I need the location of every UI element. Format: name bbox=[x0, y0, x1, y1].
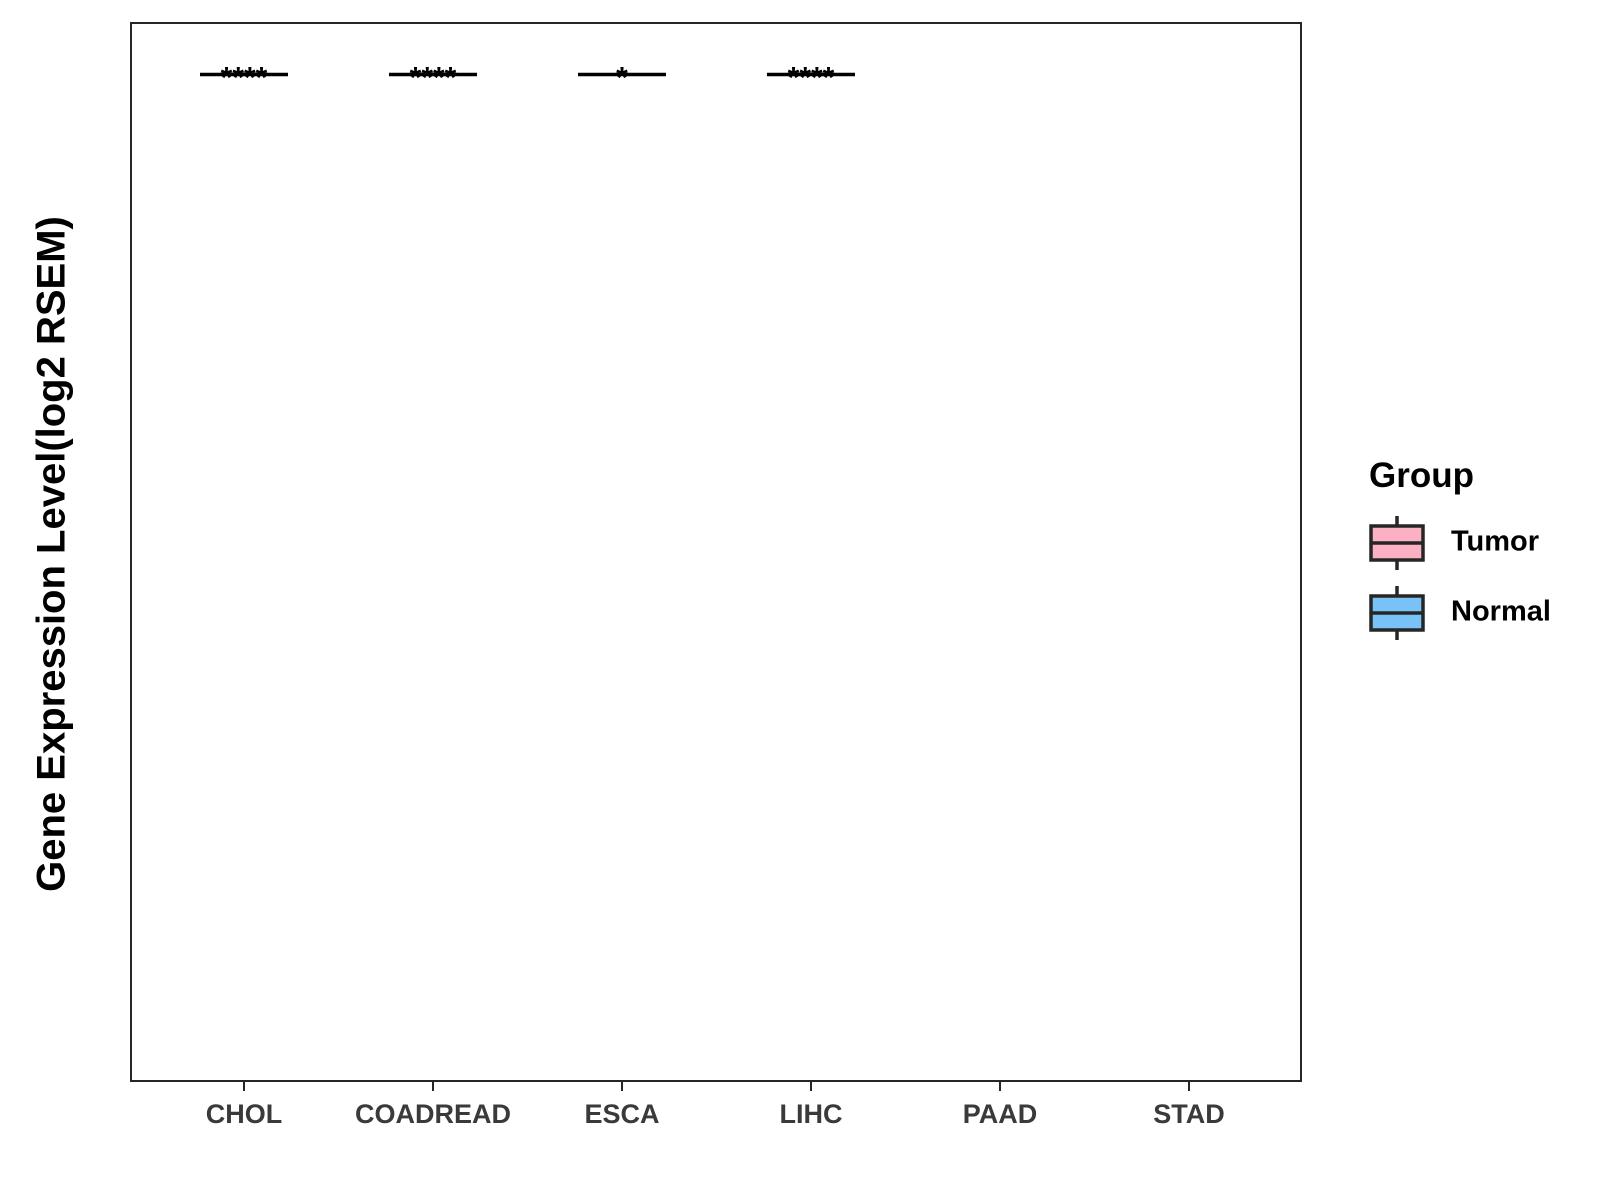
plot-panel bbox=[130, 22, 1302, 1082]
significance-label: * bbox=[616, 62, 628, 95]
x-tick-label: COADREAD bbox=[355, 1099, 511, 1129]
legend-key-tumor bbox=[1369, 516, 1425, 570]
significance-label: **** bbox=[221, 62, 268, 95]
y-axis-title: Gene Expression Level(log2 RSEM) bbox=[30, 216, 74, 892]
legend-title: Group bbox=[1369, 456, 1474, 495]
x-tick-label: ESCA bbox=[584, 1099, 659, 1129]
significance-label: **** bbox=[410, 62, 457, 95]
x-tick-label: PAAD bbox=[963, 1099, 1038, 1129]
significance-annotations: **** **** * **** bbox=[200, 62, 855, 95]
legend-label-normal: Normal bbox=[1451, 596, 1551, 628]
significance-label: **** bbox=[788, 62, 835, 95]
legend-label-tumor: Tumor bbox=[1451, 526, 1539, 558]
x-tick-label: STAD bbox=[1153, 1099, 1225, 1129]
x-tick-label: CHOL bbox=[206, 1099, 283, 1129]
x-axis: CHOL COADREAD ESCA LIHC PAAD STAD bbox=[206, 1081, 1225, 1129]
legend: Group Tumor Normal bbox=[1369, 456, 1551, 640]
x-tick-label: LIHC bbox=[780, 1099, 843, 1129]
legend-key-normal bbox=[1369, 586, 1425, 640]
